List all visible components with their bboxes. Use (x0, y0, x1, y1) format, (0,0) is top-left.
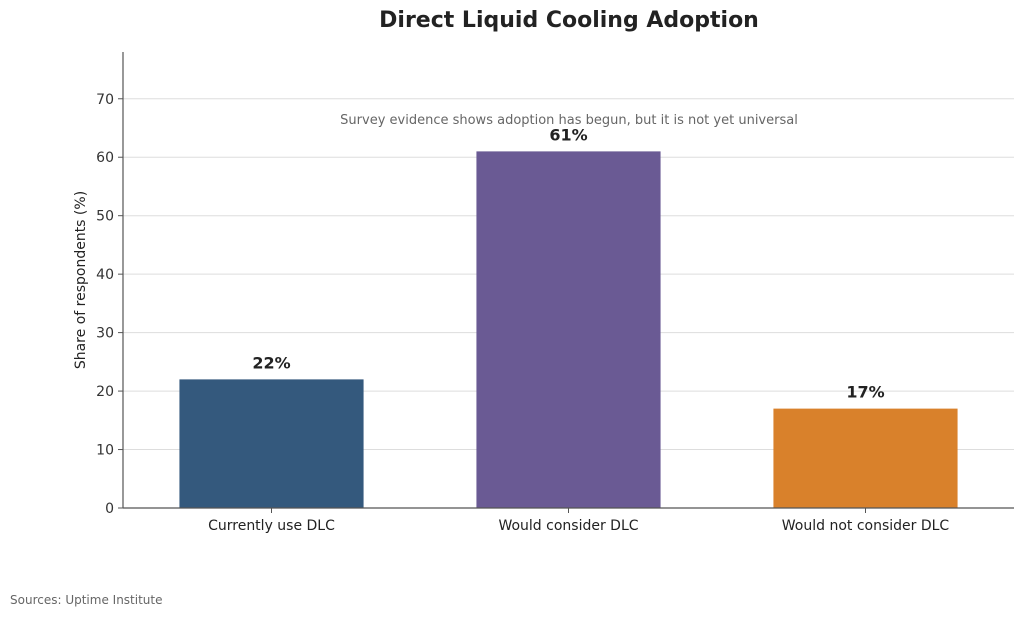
data-label: 17% (846, 383, 884, 402)
x-ticks: Currently use DLC Would consider DLC Would… (208, 508, 949, 534)
data-label: 22% (252, 353, 290, 372)
y-tick-label: 50 (96, 209, 114, 225)
y-tick-label: 10 (96, 443, 114, 459)
y-tick-label: 40 (96, 267, 114, 283)
bars (179, 151, 958, 508)
x-tick-label: Would consider DLC (498, 518, 638, 534)
chart-subtitle: Survey evidence shows adoption has begun… (340, 113, 798, 128)
y-axis-label: Share of respondents (%) (73, 191, 89, 369)
y-tick-label: 30 (96, 326, 114, 342)
y-tick-label: 0 (105, 501, 114, 517)
bar (179, 379, 364, 508)
x-tick-label: Would not consider DLC (782, 518, 950, 534)
y-tick-label: 20 (96, 384, 114, 400)
chart-title: Direct Liquid Cooling Adoption (379, 8, 759, 33)
x-tick-label: Currently use DLC (208, 518, 335, 534)
data-labels: 22% 61% 17% (252, 125, 884, 401)
data-label: 61% (549, 125, 587, 144)
bar (476, 151, 661, 508)
bar (773, 408, 958, 508)
y-tick-label: 70 (96, 92, 114, 108)
y-ticks: 0 10 20 30 40 50 60 70 (96, 92, 123, 517)
source-note: Sources: Uptime Institute (10, 593, 163, 607)
y-tick-label: 60 (96, 150, 114, 166)
